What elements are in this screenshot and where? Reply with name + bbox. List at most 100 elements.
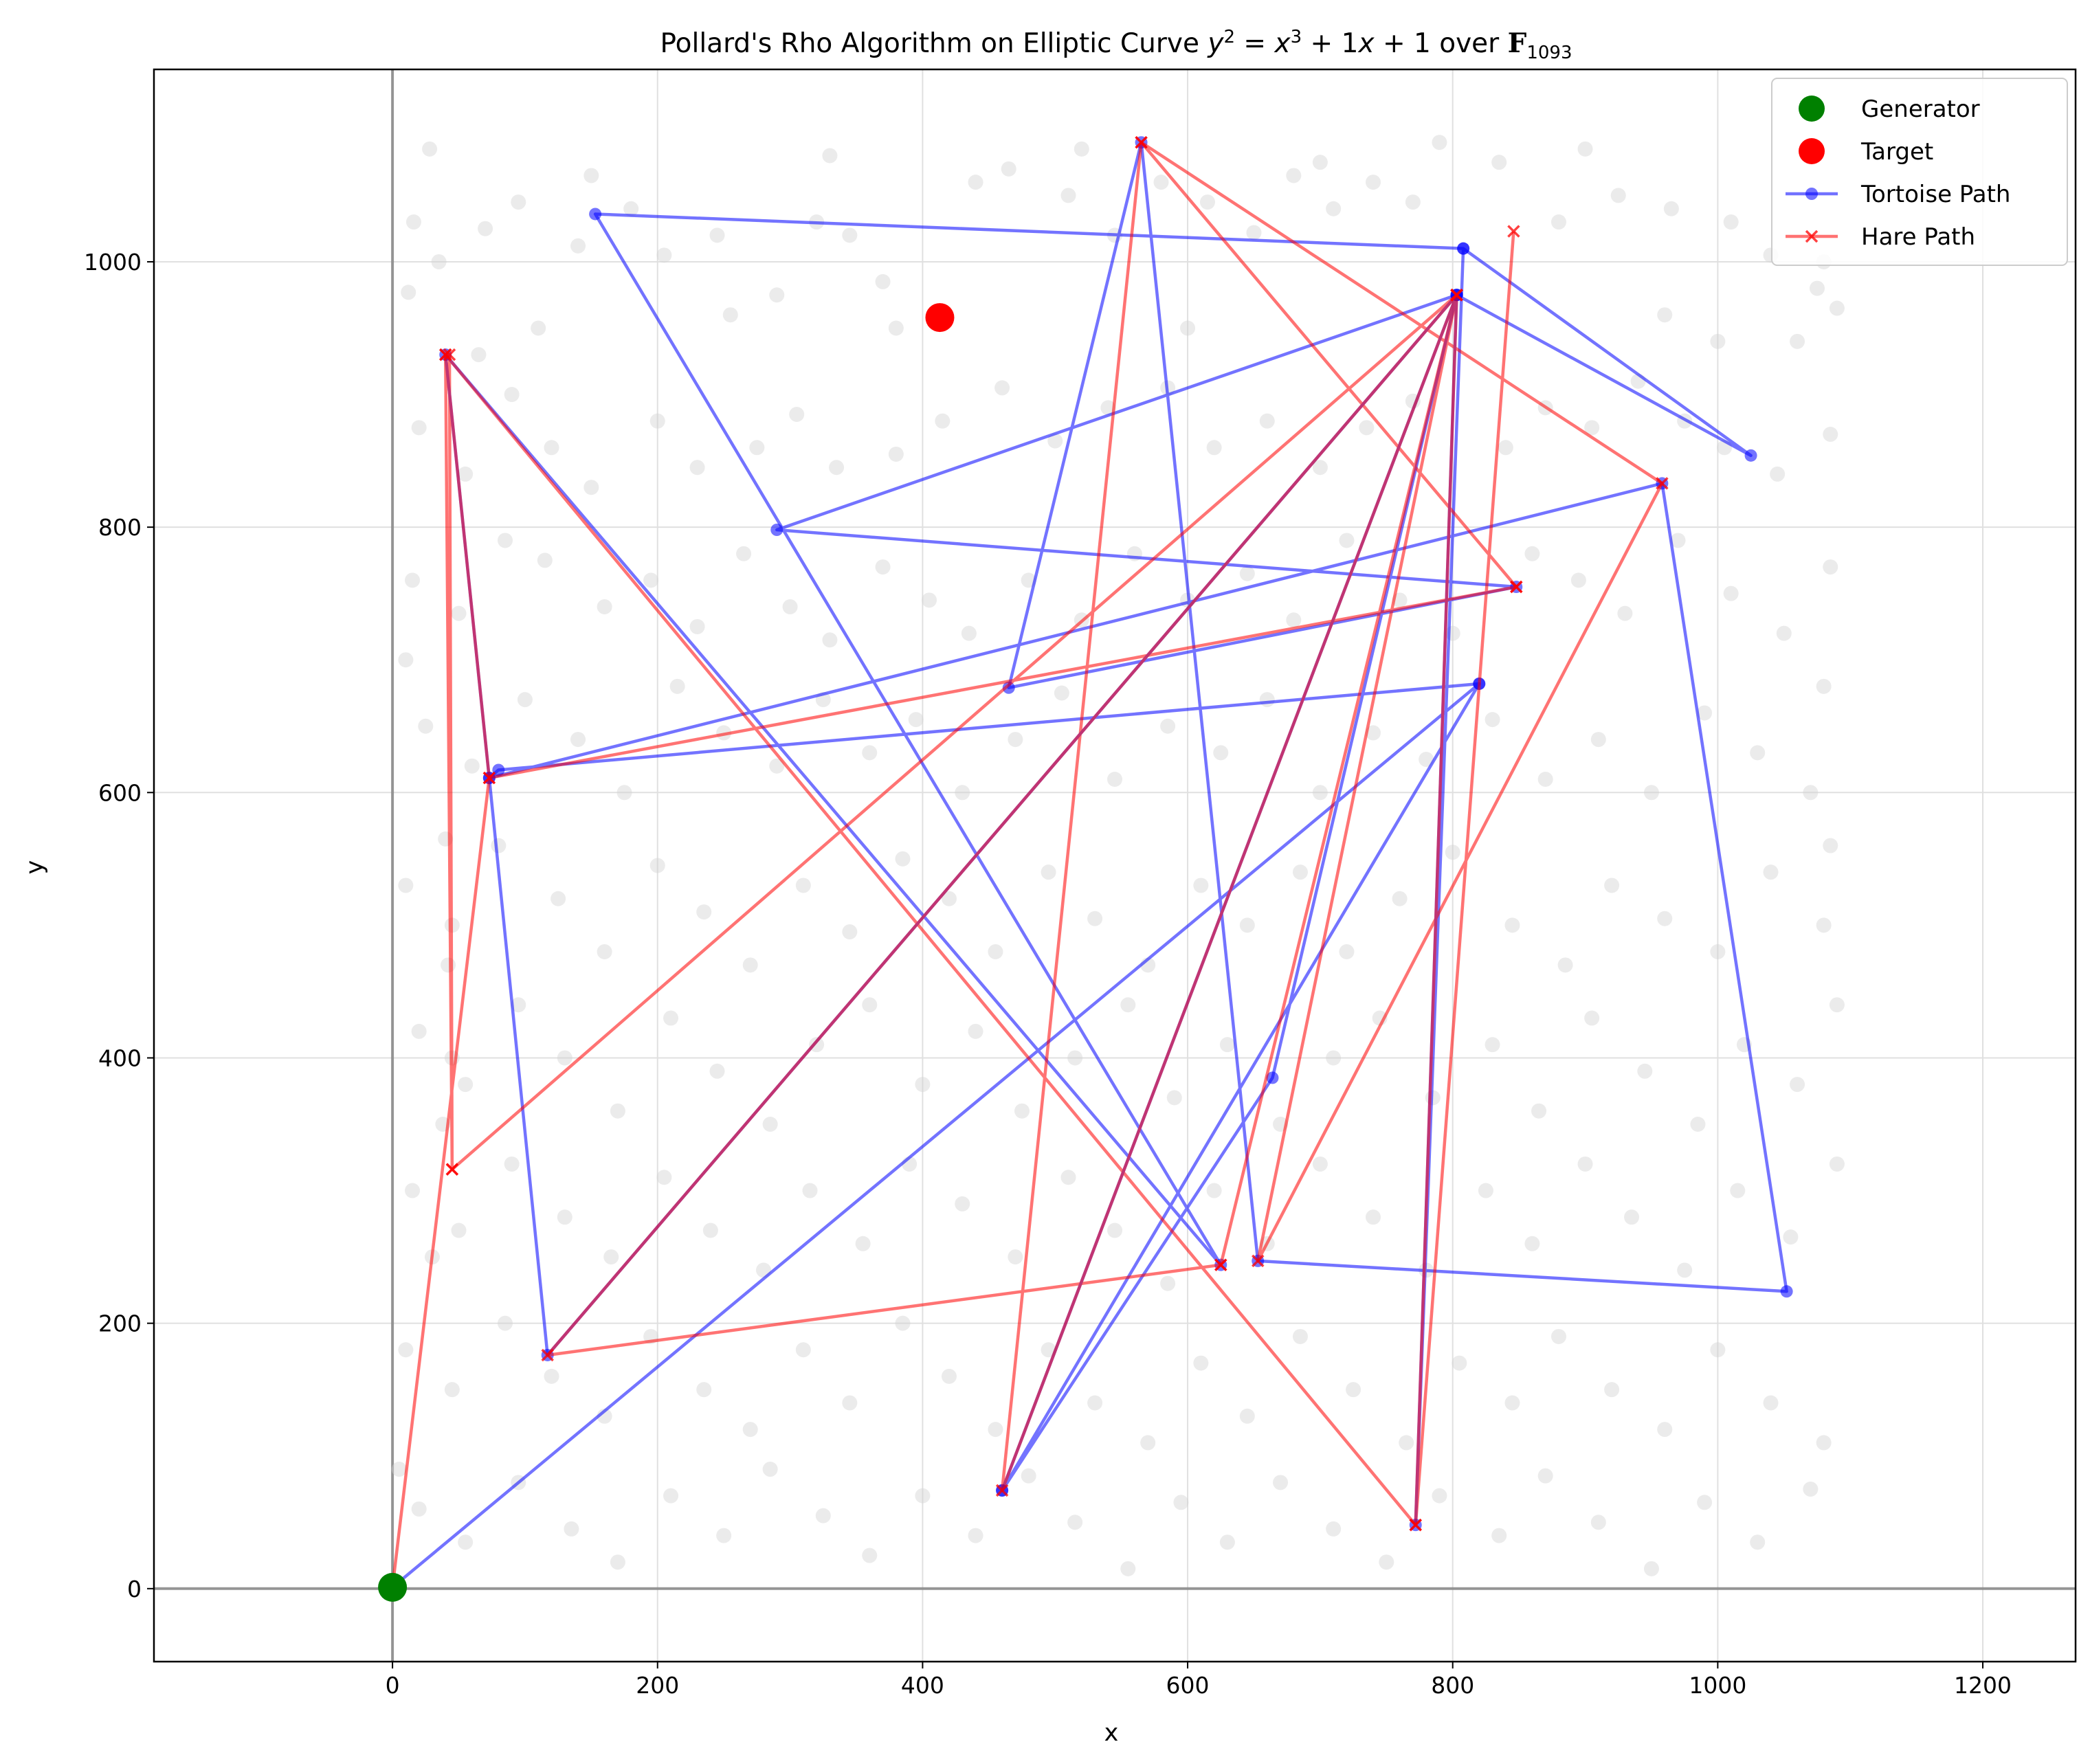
curve-point (1379, 1554, 1394, 1570)
y-tick-label: 0 (127, 1576, 142, 1603)
curve-point (411, 420, 427, 436)
title-eq-y-exp: 2 (1223, 27, 1235, 47)
curve-point (1770, 466, 1786, 482)
curve-point (809, 1037, 825, 1053)
curve-point (696, 904, 712, 920)
curve-point (742, 1422, 758, 1438)
curve-point (1550, 214, 1566, 230)
legend-label: Generator (1861, 96, 1980, 123)
curve-point (1001, 161, 1016, 177)
curve-point (875, 559, 891, 575)
x-axis-label: x (1104, 1719, 1119, 1747)
title-field-sub: 1093 (1526, 43, 1572, 63)
curve-point (941, 891, 957, 906)
curve-point (1643, 785, 1659, 801)
title-eq-x-exp: 3 (1291, 27, 1302, 47)
curve-point (1491, 155, 1507, 170)
curve-point (1292, 864, 1308, 880)
curve-point (1531, 1103, 1547, 1119)
curve-point (1776, 625, 1792, 641)
curve-point (623, 201, 639, 216)
curve-point (915, 1488, 931, 1504)
curve-point (1723, 214, 1739, 230)
curve-point (1750, 745, 1766, 761)
curve-point (1067, 1050, 1083, 1066)
curve-point (1259, 692, 1275, 708)
curve-point (405, 572, 421, 588)
curve-point (1584, 1010, 1600, 1026)
curve-point (1107, 771, 1122, 787)
curve-point (1604, 878, 1620, 893)
tortoise-path-point (589, 208, 602, 221)
curve-point (1537, 1468, 1553, 1484)
curve-point (1326, 1050, 1342, 1066)
curve-point (722, 307, 738, 323)
curve-point (1153, 175, 1169, 190)
curve-point (1312, 1156, 1328, 1172)
legend-marker (1805, 230, 1819, 243)
curve-point (504, 1156, 520, 1172)
curve-point (895, 1315, 911, 1331)
legend-label: Hare Path (1861, 223, 1975, 251)
curve-point (1485, 712, 1500, 728)
curve-point (1657, 1422, 1673, 1438)
curve-point (517, 692, 533, 708)
curve-point (1366, 175, 1381, 190)
curve-point (1816, 917, 1832, 933)
hare-path-point (1507, 225, 1520, 238)
tortoise-path-point (1266, 1071, 1279, 1084)
hare-path-point (482, 771, 496, 785)
title-prefix: Pollard's Rho Algorithm on Elliptic Curv… (660, 28, 1208, 59)
curve-point (1710, 1342, 1726, 1358)
curve-point (855, 1236, 871, 1251)
hare-path-point (443, 348, 456, 361)
curve-point (1491, 1528, 1507, 1543)
curve-point (451, 605, 467, 621)
tortoise-path-point (1457, 242, 1470, 255)
curve-point (1140, 1435, 1156, 1451)
curve-point (769, 758, 785, 774)
curve-point (1213, 745, 1229, 761)
curve-point (669, 678, 685, 694)
hare-path-point (1450, 289, 1463, 302)
title-eq-rest2: + 1 (1375, 28, 1431, 59)
hare-path-point (1409, 1518, 1422, 1532)
title-eq-rest: + 1 (1302, 28, 1358, 59)
curve-point (1286, 168, 1302, 183)
curve-point (1120, 1561, 1136, 1576)
curve-point (1809, 280, 1825, 296)
curve-point (988, 944, 1003, 960)
curve-point (1067, 1515, 1083, 1530)
curve-point (1524, 1236, 1540, 1251)
curve-point (444, 1382, 460, 1398)
curve-point (1478, 1183, 1493, 1198)
curve-point (1273, 1475, 1289, 1491)
curve-point (1193, 878, 1209, 893)
curve-point (544, 440, 559, 456)
tortoise-path-point (1744, 449, 1757, 462)
curve-point (597, 944, 612, 960)
curve-point (649, 413, 665, 429)
y-tick-label: 1000 (84, 249, 142, 276)
curve-point (1219, 1037, 1235, 1053)
title-eq-y: y (1207, 28, 1224, 59)
curve-point (1160, 1275, 1176, 1291)
curve-point (802, 1183, 818, 1198)
curve-point (471, 347, 487, 363)
curve-point (895, 851, 911, 867)
legend-box (1771, 78, 2068, 266)
curve-point (570, 732, 586, 748)
curve-point (1763, 864, 1779, 880)
curve-point (1803, 785, 1819, 801)
curve-point (1286, 612, 1302, 628)
curve-point (782, 599, 798, 614)
curve-point (557, 1209, 572, 1225)
curve-point (1504, 1395, 1520, 1411)
curve-point (908, 712, 924, 728)
curve-point (968, 1528, 983, 1543)
curve-point (862, 745, 878, 761)
curve-point (1610, 188, 1626, 203)
curve-point (511, 194, 526, 210)
curve-point (795, 878, 811, 893)
title-suffix: over (1431, 28, 1508, 59)
